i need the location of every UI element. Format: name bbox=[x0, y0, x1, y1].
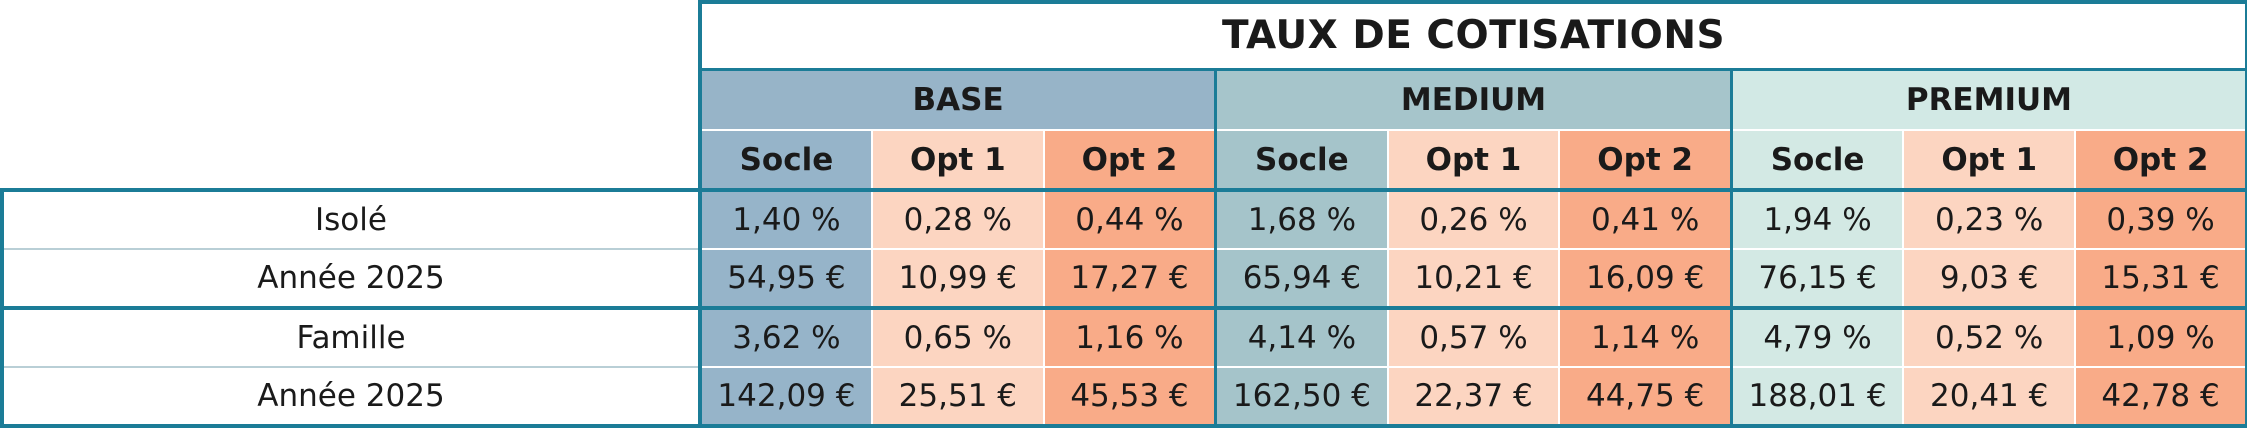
amount-cell: 16,09 € bbox=[1559, 249, 1733, 310]
rate-cell: 0,41 % bbox=[1559, 188, 1733, 250]
rate-cell: 0,52 % bbox=[1903, 308, 2077, 368]
amount-cell: 17,27 € bbox=[1043, 249, 1218, 310]
plan-header-medium: MEDIUM bbox=[1215, 69, 1733, 131]
amount-cell: 15,31 € bbox=[2075, 249, 2247, 310]
option-header: Socle bbox=[1731, 130, 1905, 190]
amount-cell: 142,09 € bbox=[698, 367, 873, 428]
rate-cell: 0,65 % bbox=[871, 308, 1045, 368]
amount-cell: 25,51 € bbox=[871, 367, 1045, 428]
rate-cell: 1,14 % bbox=[1559, 308, 1733, 368]
rate-cell: 1,94 % bbox=[1731, 188, 1905, 250]
amount-cell: 20,41 € bbox=[1903, 367, 2077, 428]
rate-cell: 0,28 % bbox=[871, 188, 1045, 250]
row-label: Année 2025 bbox=[0, 249, 700, 310]
option-header: Opt 1 bbox=[1387, 130, 1561, 190]
option-header: Opt 1 bbox=[871, 130, 1045, 190]
amount-cell: 22,37 € bbox=[1387, 367, 1561, 428]
rate-cell: 0,44 % bbox=[1043, 188, 1218, 250]
corner-blank bbox=[2, 130, 700, 190]
rate-cell: 0,23 % bbox=[1903, 188, 2077, 250]
corner-blank bbox=[2, 69, 700, 130]
rate-cell: 1,16 % bbox=[1043, 308, 1218, 368]
amount-cell: 10,99 € bbox=[871, 249, 1045, 310]
rate-cell: 3,62 % bbox=[698, 308, 873, 368]
rate-cell: 0,39 % bbox=[2075, 188, 2247, 250]
option-header: Opt 2 bbox=[2075, 130, 2247, 190]
corner-blank bbox=[2, 2, 700, 69]
plan-header-premium: PREMIUM bbox=[1731, 69, 2247, 131]
amount-cell: 42,78 € bbox=[2075, 367, 2247, 428]
row-label: Isolé bbox=[0, 188, 700, 250]
rate-cell: 1,40 % bbox=[698, 188, 873, 250]
amount-cell: 44,75 € bbox=[1559, 367, 1733, 428]
rate-cell: 1,68 % bbox=[1215, 188, 1389, 250]
rate-cell: 0,57 % bbox=[1387, 308, 1561, 368]
plan-header-base: BASE bbox=[698, 69, 1218, 131]
amount-cell: 45,53 € bbox=[1043, 367, 1218, 428]
amount-cell: 9,03 € bbox=[1903, 249, 2077, 310]
amount-cell: 54,95 € bbox=[698, 249, 873, 310]
row-label: Famille bbox=[0, 308, 700, 368]
amount-cell: 76,15 € bbox=[1731, 249, 1905, 310]
option-header: Opt 2 bbox=[1043, 130, 1218, 190]
amount-cell: 10,21 € bbox=[1387, 249, 1561, 310]
option-header: Socle bbox=[1215, 130, 1389, 190]
table-title: TAUX DE COTISATIONS bbox=[697, 0, 2247, 71]
amount-cell: 188,01 € bbox=[1731, 367, 1905, 428]
amount-cell: 65,94 € bbox=[1215, 249, 1389, 310]
amount-cell: 162,50 € bbox=[1215, 367, 1389, 428]
rate-cell: 1,09 % bbox=[2075, 308, 2247, 368]
option-header: Socle bbox=[698, 130, 873, 190]
rate-cell: 0,26 % bbox=[1387, 188, 1561, 250]
rate-cell: 4,79 % bbox=[1731, 308, 1905, 368]
row-label: Année 2025 bbox=[0, 367, 700, 428]
option-header: Opt 1 bbox=[1903, 130, 2077, 190]
rate-cell: 4,14 % bbox=[1215, 308, 1389, 368]
option-header: Opt 2 bbox=[1559, 130, 1733, 190]
